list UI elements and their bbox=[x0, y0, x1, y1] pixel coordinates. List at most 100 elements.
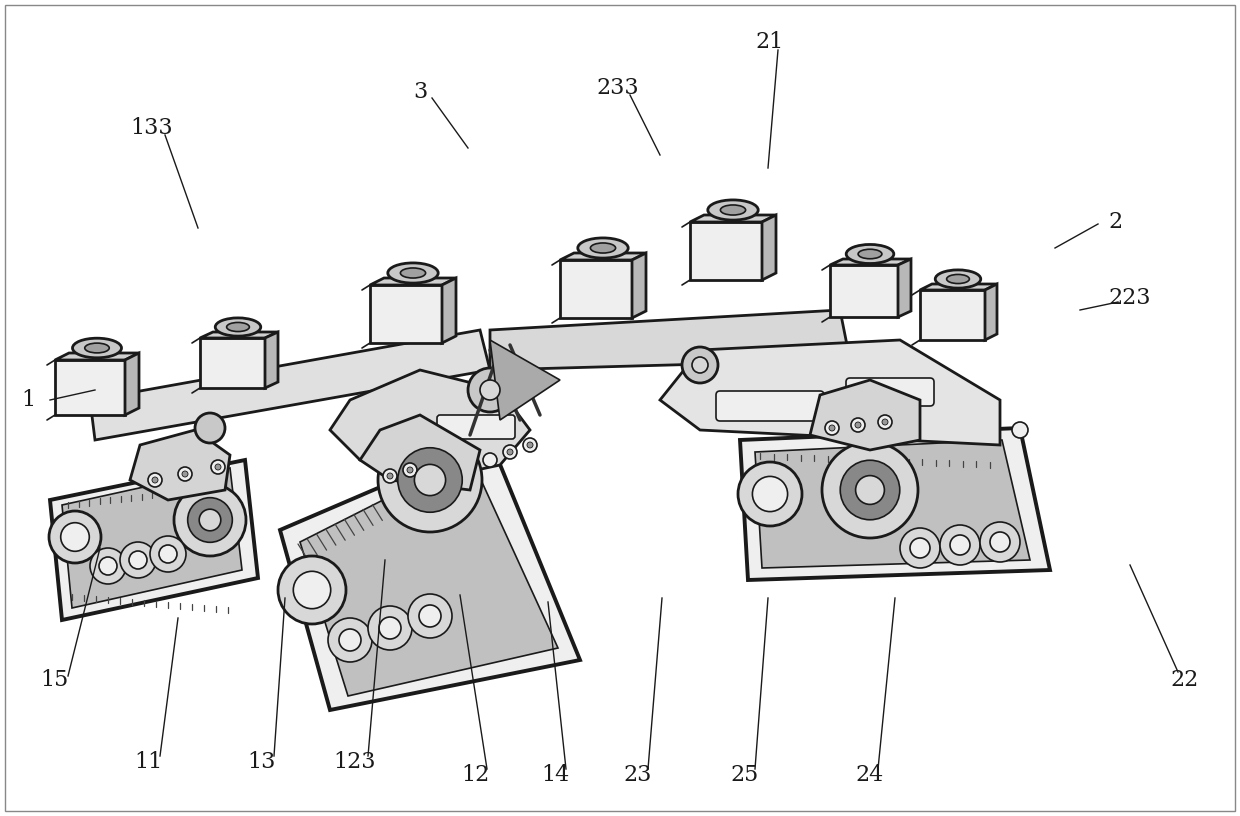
Polygon shape bbox=[490, 310, 849, 370]
Text: 2: 2 bbox=[1107, 211, 1122, 233]
Ellipse shape bbox=[72, 338, 122, 357]
Circle shape bbox=[91, 548, 126, 584]
Polygon shape bbox=[830, 265, 898, 317]
Circle shape bbox=[753, 477, 787, 512]
Circle shape bbox=[182, 471, 188, 477]
Circle shape bbox=[841, 460, 900, 520]
FancyBboxPatch shape bbox=[846, 378, 934, 406]
Circle shape bbox=[822, 442, 918, 538]
Circle shape bbox=[403, 463, 417, 477]
Circle shape bbox=[387, 473, 393, 479]
Circle shape bbox=[480, 380, 500, 400]
Circle shape bbox=[379, 617, 401, 639]
Circle shape bbox=[50, 511, 100, 563]
Ellipse shape bbox=[227, 322, 249, 331]
Polygon shape bbox=[740, 428, 1050, 580]
Circle shape bbox=[1012, 422, 1028, 438]
Circle shape bbox=[856, 422, 861, 428]
Ellipse shape bbox=[846, 245, 894, 264]
Circle shape bbox=[940, 525, 980, 565]
Polygon shape bbox=[985, 284, 997, 340]
Polygon shape bbox=[55, 353, 139, 360]
Polygon shape bbox=[200, 332, 278, 338]
FancyBboxPatch shape bbox=[715, 391, 825, 421]
Circle shape bbox=[682, 347, 718, 383]
Polygon shape bbox=[810, 380, 920, 450]
Polygon shape bbox=[898, 259, 911, 317]
Text: 1: 1 bbox=[21, 389, 35, 411]
Text: 24: 24 bbox=[856, 764, 884, 786]
Circle shape bbox=[215, 464, 221, 470]
Polygon shape bbox=[130, 430, 229, 500]
Text: 25: 25 bbox=[730, 764, 759, 786]
Circle shape bbox=[211, 460, 224, 474]
Polygon shape bbox=[55, 360, 125, 415]
Circle shape bbox=[408, 594, 453, 638]
Circle shape bbox=[851, 418, 866, 432]
Ellipse shape bbox=[858, 249, 882, 259]
Polygon shape bbox=[689, 215, 776, 222]
Circle shape bbox=[878, 415, 892, 429]
Circle shape bbox=[383, 469, 397, 483]
Ellipse shape bbox=[388, 263, 438, 283]
Ellipse shape bbox=[590, 243, 615, 253]
Circle shape bbox=[61, 523, 89, 552]
Circle shape bbox=[900, 528, 940, 568]
Circle shape bbox=[950, 535, 970, 555]
FancyBboxPatch shape bbox=[436, 415, 515, 439]
Circle shape bbox=[398, 448, 463, 512]
Circle shape bbox=[980, 522, 1021, 562]
Circle shape bbox=[467, 368, 512, 412]
Ellipse shape bbox=[578, 238, 629, 258]
Text: 22: 22 bbox=[1171, 669, 1199, 691]
Ellipse shape bbox=[708, 200, 758, 220]
Ellipse shape bbox=[935, 270, 981, 288]
Circle shape bbox=[329, 618, 372, 662]
Circle shape bbox=[407, 467, 413, 473]
Polygon shape bbox=[632, 253, 646, 318]
Polygon shape bbox=[125, 353, 139, 415]
Text: 12: 12 bbox=[461, 764, 489, 786]
Ellipse shape bbox=[401, 268, 425, 278]
Ellipse shape bbox=[720, 205, 745, 215]
Circle shape bbox=[153, 477, 157, 483]
Text: 13: 13 bbox=[248, 751, 277, 773]
Circle shape bbox=[414, 464, 445, 495]
Circle shape bbox=[150, 536, 186, 572]
Ellipse shape bbox=[216, 318, 260, 336]
Circle shape bbox=[738, 462, 802, 526]
Circle shape bbox=[523, 438, 537, 452]
Circle shape bbox=[503, 445, 517, 459]
Circle shape bbox=[419, 605, 441, 627]
Polygon shape bbox=[300, 456, 558, 696]
Circle shape bbox=[278, 556, 346, 624]
Polygon shape bbox=[755, 440, 1030, 568]
Circle shape bbox=[882, 419, 888, 425]
Circle shape bbox=[368, 606, 412, 650]
Polygon shape bbox=[370, 278, 456, 285]
Ellipse shape bbox=[946, 274, 970, 283]
Text: 223: 223 bbox=[1109, 287, 1151, 309]
Polygon shape bbox=[200, 338, 265, 388]
Text: 15: 15 bbox=[40, 669, 68, 691]
Text: 14: 14 bbox=[541, 764, 569, 786]
Polygon shape bbox=[265, 332, 278, 388]
Circle shape bbox=[692, 357, 708, 373]
Text: 11: 11 bbox=[134, 751, 162, 773]
Polygon shape bbox=[360, 415, 480, 490]
Polygon shape bbox=[62, 468, 242, 608]
Polygon shape bbox=[830, 259, 911, 265]
Text: 21: 21 bbox=[756, 31, 784, 53]
Polygon shape bbox=[763, 215, 776, 280]
Polygon shape bbox=[920, 284, 997, 290]
Circle shape bbox=[148, 473, 162, 487]
Circle shape bbox=[856, 476, 884, 504]
Polygon shape bbox=[689, 222, 763, 280]
Circle shape bbox=[484, 453, 497, 467]
Polygon shape bbox=[370, 285, 441, 343]
Circle shape bbox=[99, 557, 117, 575]
Polygon shape bbox=[920, 290, 985, 340]
Circle shape bbox=[195, 413, 224, 443]
Circle shape bbox=[179, 467, 192, 481]
Circle shape bbox=[120, 542, 156, 578]
